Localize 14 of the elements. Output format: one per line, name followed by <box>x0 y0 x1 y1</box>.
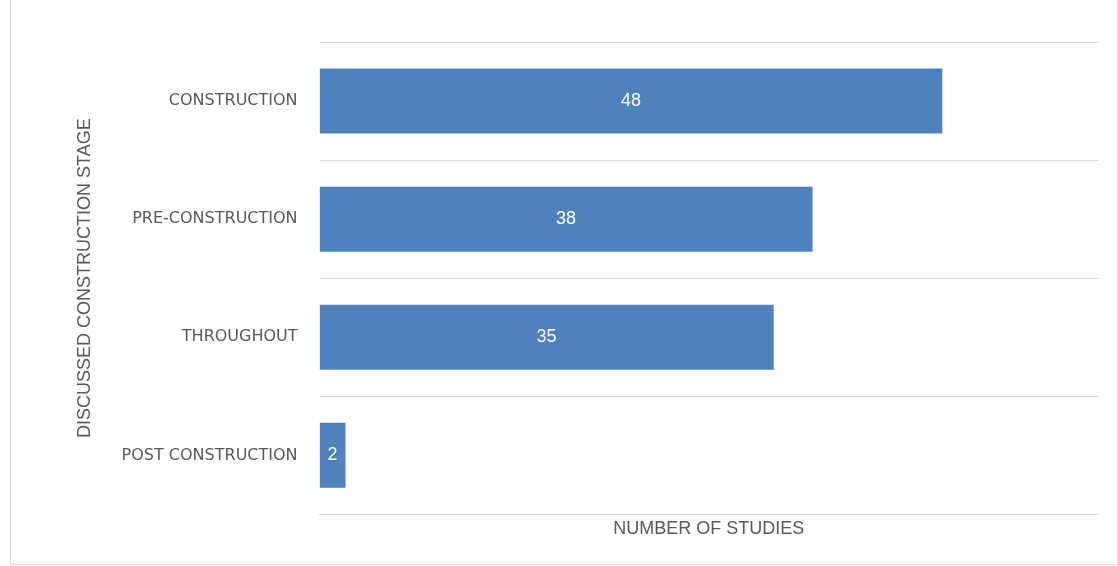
data-label: 38 <box>556 208 577 229</box>
y-tick-label: PRE-CONSTRUCTION <box>132 208 298 228</box>
bar <box>319 422 346 488</box>
bar <box>319 68 943 134</box>
y-axis-title: DISCUSSED CONSTRUCTION STAGE <box>73 118 94 439</box>
data-label: 2 <box>327 444 338 465</box>
data-label: 48 <box>620 90 641 111</box>
y-tick-label: POST CONSTRUCTION <box>121 444 298 464</box>
data-label: 35 <box>536 326 557 347</box>
y-tick-label: THROUGHOUT <box>180 326 298 346</box>
bar <box>319 186 813 252</box>
x-axis-title: NUMBER OF STUDIES <box>613 518 805 539</box>
bar <box>319 304 774 370</box>
y-tick-label: CONSTRUCTION <box>168 90 298 110</box>
